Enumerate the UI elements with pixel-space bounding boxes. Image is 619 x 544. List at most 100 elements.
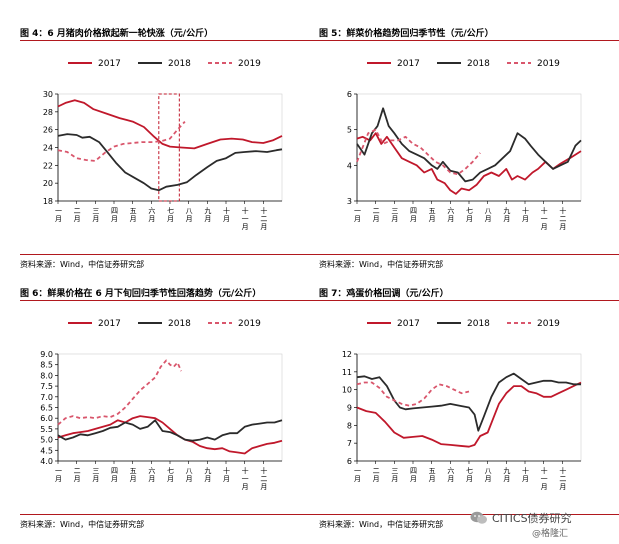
legend-label: 2017 <box>98 59 121 69</box>
x-tick-char: 二 <box>559 475 566 483</box>
x-tick-char: 十 <box>559 206 566 215</box>
x-tick-char: 五 <box>429 207 436 215</box>
chart-title: 图 6：鲜果价格在 6 月下旬回归季节性回落趋势（元/公斤） <box>20 289 262 299</box>
x-tick-char: 七 <box>167 466 174 475</box>
x-tick-char: 一 <box>55 467 62 475</box>
x-tick-char: 月 <box>92 215 99 223</box>
x-tick-label: 六月 <box>148 466 155 483</box>
x-tick-char: 二 <box>373 207 380 215</box>
x-tick-char: 月 <box>223 475 230 483</box>
x-tick-char: 十 <box>522 466 529 475</box>
source-rule <box>20 514 320 515</box>
x-tick-char: 九 <box>503 206 510 215</box>
series-line-2019 <box>356 128 481 176</box>
x-tick-char: 七 <box>167 206 174 215</box>
y-tick-label: 30 <box>43 90 53 99</box>
legend-label: 2019 <box>537 59 560 69</box>
legend-label: 2019 <box>238 59 261 69</box>
x-tick-char: 九 <box>503 466 510 475</box>
x-tick-char: 六 <box>447 466 454 475</box>
series-line-2019 <box>57 359 183 426</box>
x-tick-label: 三月 <box>92 207 99 223</box>
x-tick-char: 十 <box>223 466 230 475</box>
title-rule <box>20 300 320 301</box>
legend-label: 2017 <box>397 59 420 69</box>
source-rule <box>319 254 619 255</box>
x-tick-char: 月 <box>148 215 155 223</box>
x-tick-char: 十 <box>260 466 267 475</box>
x-tick-char: 月 <box>223 215 230 223</box>
legend-label: 2017 <box>98 319 121 329</box>
series-line-2018 <box>356 107 582 183</box>
x-tick-label: 六月 <box>447 466 454 483</box>
x-tick-label: 三月 <box>92 467 99 483</box>
x-tick-char: 一 <box>541 475 548 483</box>
x-tick-char: 月 <box>522 215 529 223</box>
series-line-2017 <box>356 132 582 195</box>
x-tick-char: 十 <box>541 466 548 475</box>
x-tick-label: 十月 <box>522 206 529 223</box>
chart-panel-fig6: 图 6：鲜果价格在 6 月下旬回归季节性回落趋势（元/公斤） 2017 2018 2… <box>20 286 320 536</box>
x-tick-char: 月 <box>503 475 510 483</box>
x-tick-char: 七 <box>466 466 473 475</box>
x-tick-char: 十 <box>242 466 249 475</box>
x-tick-label: 九月 <box>503 206 510 223</box>
title-rule <box>319 300 619 301</box>
x-tick-char: 一 <box>541 215 548 223</box>
source-rule <box>319 514 619 515</box>
x-tick-label: 七月 <box>466 206 473 223</box>
x-tick-label: 八月 <box>186 467 193 483</box>
x-tick-char: 十 <box>541 206 548 215</box>
x-tick-char: 月 <box>186 475 193 483</box>
legend-label: 2017 <box>397 319 420 329</box>
x-tick-char: 二 <box>260 215 267 223</box>
x-tick-char: 二 <box>559 215 566 223</box>
chart-title: 图 5：鲜菜价格趋势回归季节性（元/公斤） <box>319 29 494 39</box>
x-tick-char: 月 <box>55 475 62 483</box>
x-tick-label: 三月 <box>391 467 398 483</box>
x-tick-label: 八月 <box>485 207 492 223</box>
y-tick-label: 11 <box>342 368 352 377</box>
highlight-box <box>158 93 180 202</box>
x-tick-char: 三 <box>92 207 99 215</box>
chart-source: 资料来源：Wind，中信证券研究部 <box>20 260 145 269</box>
y-tick-label: 22 <box>43 161 53 170</box>
x-tick-char: 月 <box>167 475 174 483</box>
chart-source: 资料来源：Wind，中信证券研究部 <box>20 520 145 529</box>
x-tick-char: 月 <box>410 475 417 483</box>
x-tick-char: 月 <box>111 215 118 223</box>
x-tick-label: 八月 <box>186 207 193 223</box>
x-tick-char: 六 <box>148 466 155 475</box>
y-tick-label: 18 <box>43 197 53 206</box>
x-tick-char: 三 <box>391 207 398 215</box>
plot-frame <box>57 353 283 462</box>
y-tick-label: 28 <box>43 108 53 117</box>
y-tick-label: 9 <box>347 404 352 413</box>
x-tick-char: 月 <box>74 475 81 483</box>
y-tick-label: 7.0 <box>40 393 53 402</box>
x-tick-char: 十 <box>260 206 267 215</box>
legend: 2017 2018 2019 <box>367 59 560 69</box>
x-tick-char: 月 <box>92 475 99 483</box>
y-tick-label: 20 <box>43 179 53 188</box>
x-tick-label: 四月 <box>410 467 417 483</box>
x-tick-label: 九月 <box>204 206 211 223</box>
x-tick-label: 五月 <box>429 207 436 223</box>
x-tick-char: 月 <box>260 483 267 491</box>
x-tick-label: 六月 <box>447 206 454 223</box>
x-tick-char: 十 <box>223 206 230 215</box>
x-tick-char: 月 <box>148 475 155 483</box>
y-tick-label: 4.0 <box>40 457 53 466</box>
x-tick-label: 一月 <box>354 467 361 483</box>
x-tick-label: 十月 <box>522 466 529 483</box>
x-tick-label: 一月 <box>354 207 361 223</box>
legend-label: 2018 <box>168 59 191 69</box>
x-tick-label: 二月 <box>74 207 81 223</box>
x-tick-label: 七月 <box>466 466 473 483</box>
y-tick-label: 12 <box>342 350 352 359</box>
x-tick-char: 一 <box>242 475 249 483</box>
x-tick-char: 月 <box>541 223 548 231</box>
x-tick-char: 一 <box>354 467 361 475</box>
series-line-2017 <box>57 415 283 455</box>
y-tick-label: 24 <box>43 144 53 153</box>
